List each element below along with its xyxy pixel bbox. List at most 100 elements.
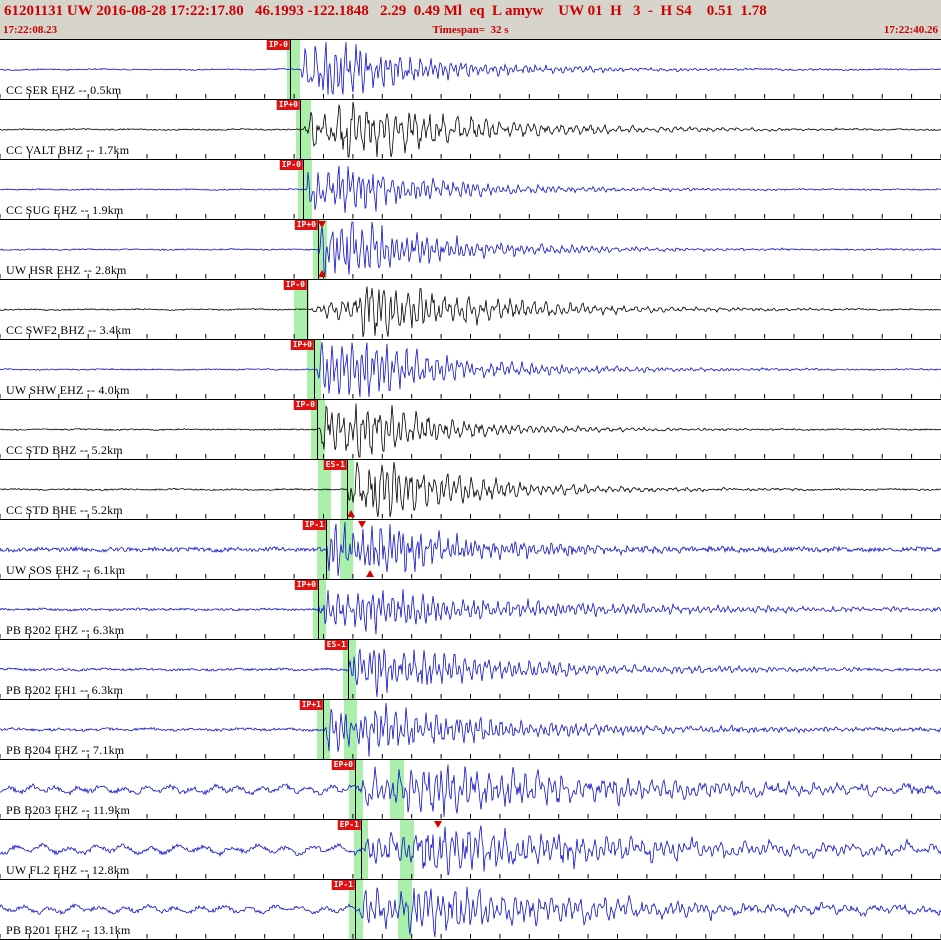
pick-time-line — [355, 760, 356, 819]
phase-pick-flag[interactable]: IP-0 — [293, 400, 317, 410]
event-header: 61201131 UW 2016-08-28 17:22:17.80 46.19… — [0, 0, 941, 40]
trace-label: CC SUG EHZ -- 1.9km — [6, 203, 124, 217]
waveform-plot — [0, 521, 941, 579]
time-ticks — [0, 514, 941, 519]
pick-time-line — [317, 400, 318, 459]
phase-pick-flag[interactable]: ES-1 — [324, 640, 348, 650]
waveform-plot — [0, 764, 941, 819]
timespan-label: Timespan= 32 s — [432, 24, 509, 36]
waveform-plot — [0, 589, 941, 639]
trace-panel[interactable]: EP+0 PB B203 EHZ -- 11.9km — [0, 760, 941, 820]
time-ticks — [0, 694, 941, 699]
pick-marker-up-icon[interactable] — [366, 570, 374, 577]
phase-pick-flag[interactable]: ES-1 — [323, 460, 347, 470]
seismogram-trace — [0, 648, 941, 698]
seismogram-trace — [0, 764, 941, 818]
trace-label: PB B202 EH1 -- 6.3km — [6, 683, 124, 697]
waveform-plot — [0, 648, 941, 699]
phase-pick-flag[interactable]: IP-0 — [283, 280, 307, 290]
phase-pick-flag[interactable]: EP-1 — [337, 820, 361, 830]
arrival-window-band — [390, 760, 404, 819]
arrival-window-band — [294, 280, 309, 339]
time-ticks — [0, 454, 941, 459]
arrival-window-band — [349, 880, 363, 939]
seismogram-trace — [0, 41, 941, 96]
arrival-window-band — [296, 100, 311, 159]
time-ticks — [0, 394, 941, 399]
waveform-plot — [0, 825, 941, 879]
waveform-plot — [0, 165, 941, 219]
phase-pick-flag[interactable]: IP-0 — [279, 160, 303, 170]
trace-label: PB B202 EHZ -- 6.3km — [6, 623, 125, 637]
seismogram-trace — [0, 286, 941, 338]
trace-panel[interactable]: IP+0 CC VALT BHZ -- 1.7km — [0, 100, 941, 160]
phase-pick-flag[interactable]: IP+0 — [276, 100, 300, 110]
trace-label: CC SER EHZ -- 0.5km — [6, 83, 122, 97]
seismogram-trace — [0, 341, 941, 398]
trace-label: CC STD BHZ -- 5.2km — [6, 443, 123, 457]
pick-time-line — [326, 520, 327, 579]
time-ticks — [0, 274, 941, 279]
pick-marker-up-icon[interactable] — [347, 510, 355, 517]
time-ticks — [0, 214, 941, 219]
trace-panel[interactable]: IP-1 PB B201 EHZ -- 13.1km — [0, 880, 941, 940]
waveform-plot — [0, 461, 941, 519]
trace-panel[interactable]: IP-1 UW SOS EHZ -- 6.1km — [0, 520, 941, 580]
seismogram-trace — [0, 403, 941, 458]
time-ticks — [0, 634, 941, 639]
phase-pick-flag[interactable]: IP-1 — [302, 520, 326, 530]
trace-panel[interactable]: IP-0 CC SER EHZ -- 0.5km — [0, 40, 941, 100]
phase-pick-flag[interactable]: IP-0 — [266, 40, 290, 50]
pick-time-line — [318, 580, 319, 639]
trace-panel[interactable]: IP+0 UW SHW EHZ -- 4.0km — [0, 340, 941, 400]
trace-panel[interactable]: ES-1 CC STD BHE -- 5.2km — [0, 460, 941, 520]
trace-panel[interactable]: IP-0 CC SWF2 BHZ -- 3.4km — [0, 280, 941, 340]
phase-pick-flag[interactable]: IP+0 — [294, 220, 318, 230]
phase-pick-flag[interactable]: IP+1 — [299, 700, 323, 710]
waveform-plot — [0, 886, 941, 939]
waveform-plot — [0, 101, 941, 159]
waveform-plot — [0, 403, 941, 459]
seismogram-trace — [0, 521, 941, 576]
trace-label: CC SWF2 BHZ -- 3.4km — [6, 323, 132, 337]
pick-marker-down-icon[interactable] — [318, 221, 326, 228]
trace-label: PB B201 EHZ -- 13.1km — [6, 923, 131, 937]
time-ticks — [0, 754, 941, 759]
trace-label: PB B204 EHZ -- 7.1km — [6, 743, 125, 757]
phase-pick-flag[interactable]: IP-1 — [331, 880, 355, 890]
waveform-plot — [0, 341, 941, 399]
pick-time-line — [307, 280, 308, 339]
trace-panel[interactable]: IP-0 CC SUG EHZ -- 1.9km — [0, 160, 941, 220]
pick-marker-down-icon[interactable] — [358, 521, 366, 528]
seismogram-trace — [0, 589, 941, 635]
phase-pick-flag[interactable]: IP+0 — [290, 340, 314, 350]
pick-marker-up-icon[interactable] — [318, 270, 326, 277]
trace-panel[interactable]: IP+0 PB B202 EHZ -- 6.3km — [0, 580, 941, 640]
phase-pick-flag[interactable]: IP+0 — [294, 580, 318, 590]
seismogram-trace — [0, 101, 941, 158]
time-ticks — [0, 154, 941, 159]
trace-label: UW SHW EHZ -- 4.0km — [6, 383, 130, 397]
time-ticks — [0, 814, 941, 819]
trace-panel[interactable]: IP+1 PB B204 EHZ -- 7.1km — [0, 700, 941, 760]
waveform-plot — [0, 702, 941, 759]
waveform-plot — [0, 286, 941, 339]
arrival-window-band — [343, 640, 356, 699]
trace-label: UW SOS EHZ -- 6.1km — [6, 563, 126, 577]
trace-panel[interactable]: EP-1 UW FL2 EHZ -- 12.8km — [0, 820, 941, 880]
window-start-time: 17:22:08.23 — [3, 24, 58, 36]
phase-pick-flag[interactable]: EP+0 — [331, 760, 355, 770]
seismogram-trace — [0, 702, 941, 757]
event-summary-line: 61201131 UW 2016-08-28 17:22:17.80 46.19… — [4, 3, 767, 19]
trace-label: UW FL2 EHZ -- 12.8km — [6, 863, 130, 877]
trace-label: UW HSR EHZ -- 2.8km — [6, 263, 127, 277]
pick-marker-down-icon[interactable] — [434, 821, 442, 828]
seismogram-trace — [0, 461, 941, 518]
arrival-window-band — [344, 700, 357, 759]
trace-label: CC VALT BHZ -- 1.7km — [6, 143, 130, 157]
trace-panel[interactable]: IP+0 UW HSR EHZ -- 2.8km — [0, 220, 941, 280]
trace-panel[interactable]: ES-1 PB B202 EH1 -- 6.3km — [0, 640, 941, 700]
arrival-window-band — [340, 520, 353, 579]
trace-panel[interactable]: IP-0 CC STD BHZ -- 5.2km — [0, 400, 941, 460]
